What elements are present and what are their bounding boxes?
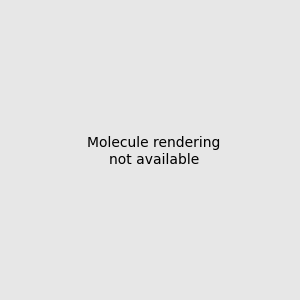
Text: Molecule rendering
not available: Molecule rendering not available <box>87 136 220 166</box>
